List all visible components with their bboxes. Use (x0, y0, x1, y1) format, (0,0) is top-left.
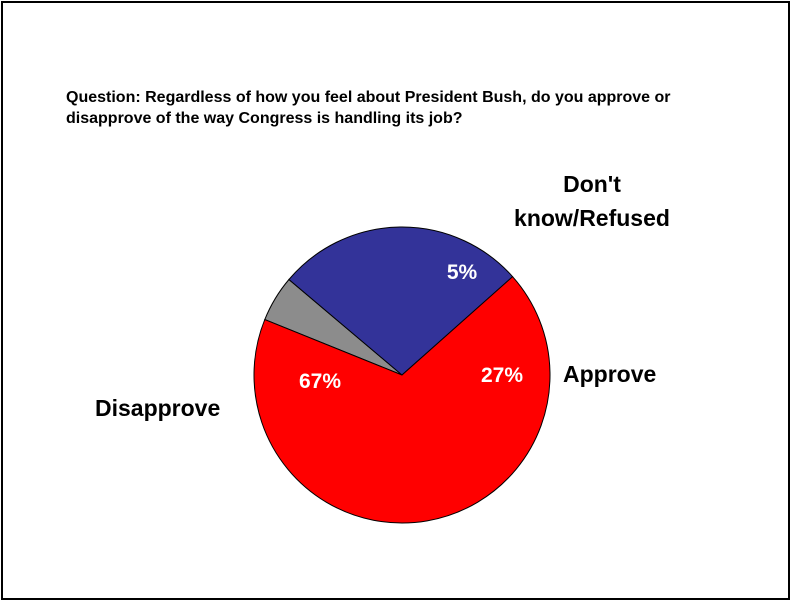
disapprove-percent-label: 67% (299, 370, 341, 393)
chart-question: Question: Regardless of how you feel abo… (66, 89, 671, 127)
slice-disapprove (253, 275, 551, 524)
dont-know-category-line2: know/Refused (514, 205, 670, 231)
dont-know-percent-label: 5% (447, 261, 478, 284)
dont-know-category-line1: Don't (563, 171, 621, 197)
slice-approve (288, 226, 514, 376)
approve-category-label: Approve (563, 361, 656, 387)
disapprove-category-label: Disapprove (95, 395, 220, 421)
approve-percent-label: 27% (481, 364, 523, 387)
